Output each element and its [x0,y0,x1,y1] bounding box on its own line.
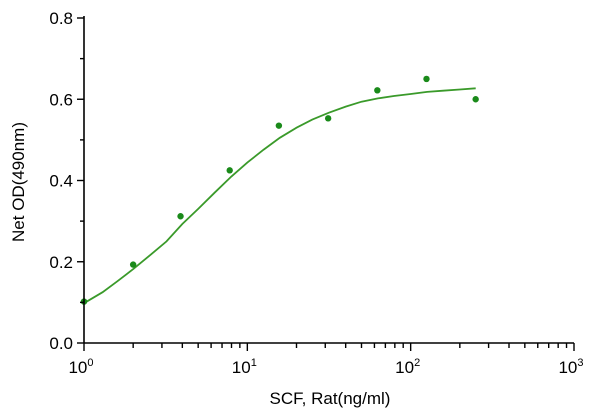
data-point [324,115,332,122]
y-tick-label: 0.2 [49,253,73,272]
x-tick-label: 100 [68,357,93,377]
x-tick-label: 103 [558,357,583,377]
y-tick-label: 0.6 [49,90,73,109]
data-point [374,87,381,94]
x-tick-exponent: 0 [87,357,93,369]
x-tick-base: 10 [558,358,577,377]
y-axis-title: Net OD(490nm) [9,122,28,242]
y-tick-label: 0.4 [49,172,73,191]
y-tick-label: 0.0 [49,334,73,353]
fit-curve [83,87,476,304]
data-point [275,122,283,129]
x-tick-label: 101 [232,357,257,377]
data-point [472,96,479,103]
x-tick-exponent: 3 [577,357,583,369]
x-tick-exponent: 2 [414,357,420,369]
y-tick-label: 0.8 [49,9,73,28]
data-point [129,261,137,268]
x-tick-base: 10 [68,358,87,377]
plot-area [80,75,479,305]
x-tick-label: 102 [395,357,420,377]
data-point [423,75,430,83]
x-tick-base: 10 [395,358,414,377]
data-point [226,167,233,174]
x-axis-title: SCF, Rat(ng/ml) [270,389,391,408]
x-tick-exponent: 1 [251,357,257,369]
data-point [177,213,184,220]
x-tick-base: 10 [232,358,251,377]
